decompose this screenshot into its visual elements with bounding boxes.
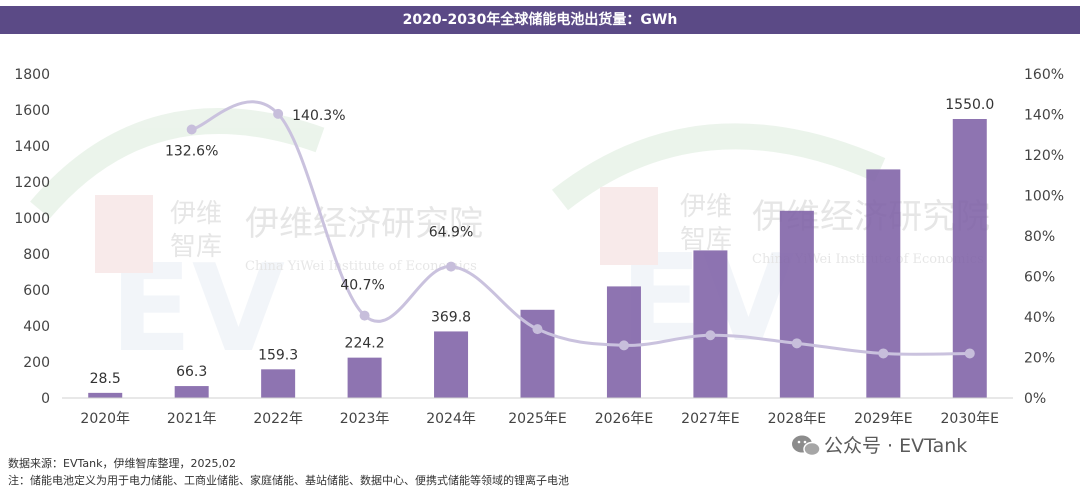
y-left-tick-label: 1600 [14,103,50,119]
wechat-icon [792,435,821,457]
bar-value-label: 224.2 [345,336,385,352]
wechat-label: 公众号 · EVTank [824,435,967,457]
growth-point [618,340,629,351]
watermark-right-cn-small2: 智库 [680,225,732,255]
y-left-tick-label: 400 [23,319,50,335]
source-note: 数据来源：EVTank，伊维智库整理，2025,02 [8,457,236,470]
watermark: EV EV 伊维 智库 伊维经济研究院 China YiWei Institut… [30,108,990,379]
watermark-left-cn-small: 伊维 [170,199,222,229]
bar [779,210,814,398]
y-right-tick-label: 160% [1024,67,1064,83]
watermark-left-en: China YiWei Institute of Economics [245,259,477,274]
x-tick-label: 2025年E [508,411,566,427]
y-right-tick-label: 140% [1024,108,1064,124]
bar [174,386,209,398]
y-right-tick-label: 40% [1024,310,1055,326]
x-tick-label: 2029年E [854,411,912,427]
bar-value-label: 66.3 [176,364,207,380]
x-tick-label: 2022年 [253,411,303,427]
watermark-right-cn-small: 伊维 [680,192,732,222]
y-right-tick-label: 80% [1024,229,1055,245]
x-tick-label: 2020年 [80,411,130,427]
growth-point [273,108,284,119]
y-left-tick-label: 1200 [14,175,50,191]
x-tick-label: 2026年E [595,411,653,427]
y-left-tick-label: 1800 [14,67,50,83]
bar [693,250,728,398]
x-tick-label: 2030年E [941,411,999,427]
growth-line-series [186,100,975,359]
chart-title: 2020-2030年全球储能电池出货量：GWh [0,6,1080,34]
y-left-tick-label: 1400 [14,139,50,155]
x-tick-label: 2027年E [681,411,739,427]
x-tick-label: 2021年 [167,411,217,427]
bar [347,357,382,398]
watermark-left-cn: 伊维经济研究院 [245,204,483,244]
wechat-watermark: 公众号 · EVTank [792,435,967,457]
y-right-tick-label: 60% [1024,270,1055,286]
growth-point [964,348,975,359]
definition-note: 注：储能电池定义为用于电力储能、工商业储能、家庭储能、基站储能、数据中心、便携式… [8,474,569,487]
growth-point [878,348,889,359]
watermark-left-cn-small2: 智库 [170,232,222,262]
growth-point [791,338,802,349]
y-left-tick-label: 200 [23,355,50,371]
bar-value-label: 369.8 [431,309,471,325]
x-tick-label: 2023年 [340,411,390,427]
growth-point [532,324,543,335]
bar [261,369,296,398]
y-left-tick-label: 600 [23,283,50,299]
y-right-tick-label: 20% [1024,351,1055,367]
data-labels: 28.5 66.3 159.3 224.2 369.8 1550.0 132.6% 140.3… [90,97,995,387]
bar [866,169,901,398]
bar [434,331,469,398]
growth-point [186,124,197,135]
y-right-tick-label: 120% [1024,148,1064,164]
bar-value-label: 28.5 [90,371,121,387]
y-left-tick-label: 800 [23,247,50,263]
growth-point [446,261,457,272]
y-right-tick-label: 100% [1024,189,1064,205]
line-value-label: 132.6% [165,143,218,159]
line-value-label: 140.3% [292,108,345,124]
x-tick-label: 2024年 [426,411,476,427]
y-left-tick-label: 0 [41,391,50,407]
y-right-tick-label: 0% [1024,391,1046,407]
axes: 0 200 400 600 800 1000 1200 1400 1600 1800 0% 20% 40… [14,67,1064,427]
growth-point [705,330,716,341]
line-value-label: 40.7% [340,278,384,294]
bar-value-label: 159.3 [258,347,298,363]
growth-point [359,310,370,321]
y-left-tick-label: 1000 [14,211,50,227]
bar [88,392,123,398]
chart-area: EV EV 伊维 智库 伊维经济研究院 China YiWei Institut… [14,67,1064,427]
bar-value-label: 1550.0 [945,97,994,113]
x-tick-label: 2028年E [768,411,826,427]
line-value-label: 64.9% [429,225,473,241]
